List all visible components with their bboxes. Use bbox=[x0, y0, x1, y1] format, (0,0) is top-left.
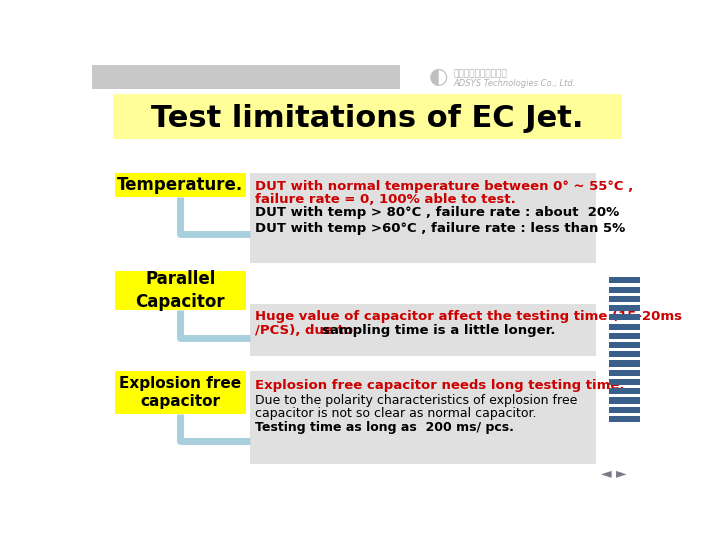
Text: Parallel
Capacitor: Parallel Capacitor bbox=[135, 271, 225, 310]
FancyBboxPatch shape bbox=[115, 173, 246, 197]
FancyBboxPatch shape bbox=[250, 372, 596, 464]
Text: ►: ► bbox=[616, 466, 627, 480]
FancyBboxPatch shape bbox=[609, 278, 640, 284]
Text: DUT with temp > 80°C , failure rate : about  20%: DUT with temp > 80°C , failure rate : ab… bbox=[255, 206, 619, 219]
Text: DUT with temp >60°C , failure rate : less than 5%: DUT with temp >60°C , failure rate : les… bbox=[255, 222, 625, 235]
FancyBboxPatch shape bbox=[250, 303, 596, 356]
FancyBboxPatch shape bbox=[609, 397, 640, 403]
Text: Test limitations of EC Jet.: Test limitations of EC Jet. bbox=[151, 104, 584, 133]
FancyBboxPatch shape bbox=[609, 379, 640, 385]
Text: Huge value of capacitor affect the testing time (15-20ms: Huge value of capacitor affect the testi… bbox=[255, 309, 682, 323]
Text: Explosion free capacitor needs long testing time.: Explosion free capacitor needs long test… bbox=[255, 379, 624, 392]
Text: ◐: ◐ bbox=[428, 67, 448, 87]
FancyBboxPatch shape bbox=[609, 305, 640, 311]
Text: 系新科技股份有限公司: 系新科技股份有限公司 bbox=[454, 70, 508, 78]
FancyBboxPatch shape bbox=[92, 65, 400, 90]
FancyBboxPatch shape bbox=[115, 372, 246, 414]
Text: Due to the polarity characteristics of explosion free: Due to the polarity characteristics of e… bbox=[255, 394, 577, 407]
FancyBboxPatch shape bbox=[609, 333, 640, 339]
FancyBboxPatch shape bbox=[609, 351, 640, 357]
Text: failure rate = 0, 100% able to test.: failure rate = 0, 100% able to test. bbox=[255, 193, 516, 206]
FancyBboxPatch shape bbox=[609, 407, 640, 413]
Text: ADSYS Technologies Co., Ltd.: ADSYS Technologies Co., Ltd. bbox=[454, 79, 576, 88]
Text: DUT with normal temperature between 0° ~ 55°C ,: DUT with normal temperature between 0° ~… bbox=[255, 180, 634, 193]
FancyBboxPatch shape bbox=[609, 361, 640, 367]
Text: capacitor is not so clear as normal capacitor.: capacitor is not so clear as normal capa… bbox=[255, 407, 536, 420]
FancyBboxPatch shape bbox=[609, 416, 640, 422]
FancyBboxPatch shape bbox=[250, 173, 596, 264]
Text: Testing time as long as  200 ms/ pcs.: Testing time as long as 200 ms/ pcs. bbox=[255, 421, 514, 434]
Text: ◄: ◄ bbox=[601, 466, 611, 480]
FancyBboxPatch shape bbox=[609, 342, 640, 348]
FancyBboxPatch shape bbox=[609, 388, 640, 394]
FancyBboxPatch shape bbox=[113, 94, 621, 139]
FancyBboxPatch shape bbox=[115, 271, 246, 309]
FancyBboxPatch shape bbox=[609, 314, 640, 320]
Text: Explosion free
capacitor: Explosion free capacitor bbox=[120, 376, 241, 409]
FancyBboxPatch shape bbox=[609, 323, 640, 330]
Text: Temperature.: Temperature. bbox=[117, 176, 243, 194]
Text: sampling time is a little longer.: sampling time is a little longer. bbox=[322, 323, 556, 336]
FancyBboxPatch shape bbox=[609, 287, 640, 293]
Text: /PCS), due to: /PCS), due to bbox=[255, 323, 358, 336]
FancyBboxPatch shape bbox=[609, 370, 640, 376]
FancyBboxPatch shape bbox=[609, 296, 640, 302]
